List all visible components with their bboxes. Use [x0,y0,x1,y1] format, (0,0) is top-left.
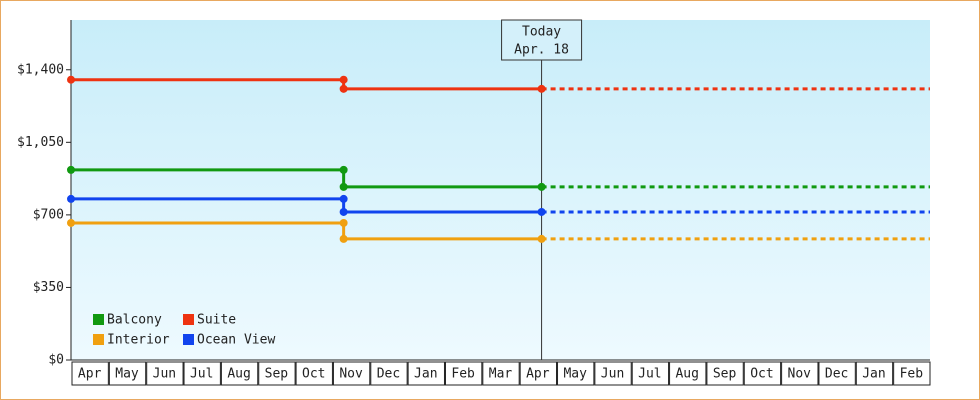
series-line [71,221,542,241]
x-tick-label: Dec [377,367,400,382]
x-tick-label: Apr [526,367,550,382]
point [339,75,348,84]
x-tick-label: Jun [153,367,176,382]
point [339,194,348,203]
x-tick-cell [781,361,819,386]
x-tick-cell [557,361,595,386]
x-tick-label: Sep [265,367,289,382]
x-tick-cell [71,361,109,386]
legend-swatch [93,334,104,345]
x-tick-cell [183,361,221,386]
legend-swatch [183,334,194,345]
x-tick-cell [893,361,931,386]
x-tick-label: Aug [227,367,250,382]
legend-label: Suite [197,313,236,328]
x-tick-label: Dec [825,367,848,382]
x-tick-cell [220,361,259,386]
y-tick-label: $1,400 [17,62,64,77]
legend-swatch [183,314,194,325]
series-line [71,78,542,91]
today-label: Today [522,25,561,40]
x-tick-cell [743,361,782,386]
x-tick-cell [669,361,707,386]
x-tick-cell [407,361,445,386]
x-tick-cell [482,361,520,386]
x-tick-cell [444,361,483,386]
x-tick-label: Jun [601,367,624,382]
x-tick-cell [332,361,371,386]
x-tick-label: Feb [900,367,924,382]
x-tick-label: Nov [788,367,812,382]
y-tick-label: $700 [33,207,64,222]
x-tick-cell [631,361,670,386]
x-tick-label: Jul [190,367,213,382]
x-tick-label: Apr [78,367,102,382]
point [537,207,546,216]
today-box [501,19,583,61]
y-tick-label: $1,050 [17,135,64,150]
point [537,234,546,243]
point [67,75,75,84]
x-tick-cell [295,361,333,386]
point [67,194,75,203]
point [339,218,348,227]
y-tick-label: $350 [33,280,64,295]
point [537,182,546,191]
point [339,84,348,93]
x-tick-label: Feb [451,367,475,382]
series-line [71,197,542,214]
x-tick-label: Sep [713,367,737,382]
legend-swatch [93,314,104,325]
point [339,165,348,174]
x-tick-label: Jan [862,367,885,382]
y-tick-label: $0 [48,353,64,368]
x-tick-label: Jan [414,367,437,382]
x-tick-label: May [115,367,139,382]
x-tick-cell [855,361,894,386]
point [67,165,75,174]
x-tick-label: Mar [489,367,513,382]
x-tick-cell [370,361,408,386]
x-tick-cell [818,361,856,386]
legend-label: Balcony [107,313,162,328]
x-tick-label: Nov [339,367,363,382]
point [339,207,348,216]
legend-label: Interior [107,333,170,348]
x-tick-cell [258,361,296,386]
x-tick-label: Aug [675,367,698,382]
x-tick-label: Jul [638,367,661,382]
x-tick-cell [146,361,184,386]
x-tick-label: Oct [750,367,773,382]
plot-area [71,20,930,360]
point [339,234,348,243]
today-date: Apr. 18 [514,43,569,58]
legend-label: Ocean View [197,333,275,348]
point [67,218,75,227]
x-tick-label: Oct [302,367,325,382]
x-tick-cell [706,361,744,386]
x-tick-cell [108,361,147,386]
point [339,182,348,191]
x-tick-cell [594,361,632,386]
series-line [71,168,542,189]
point [537,84,546,93]
x-tick-cell [519,361,558,386]
x-tick-label: May [563,367,587,382]
